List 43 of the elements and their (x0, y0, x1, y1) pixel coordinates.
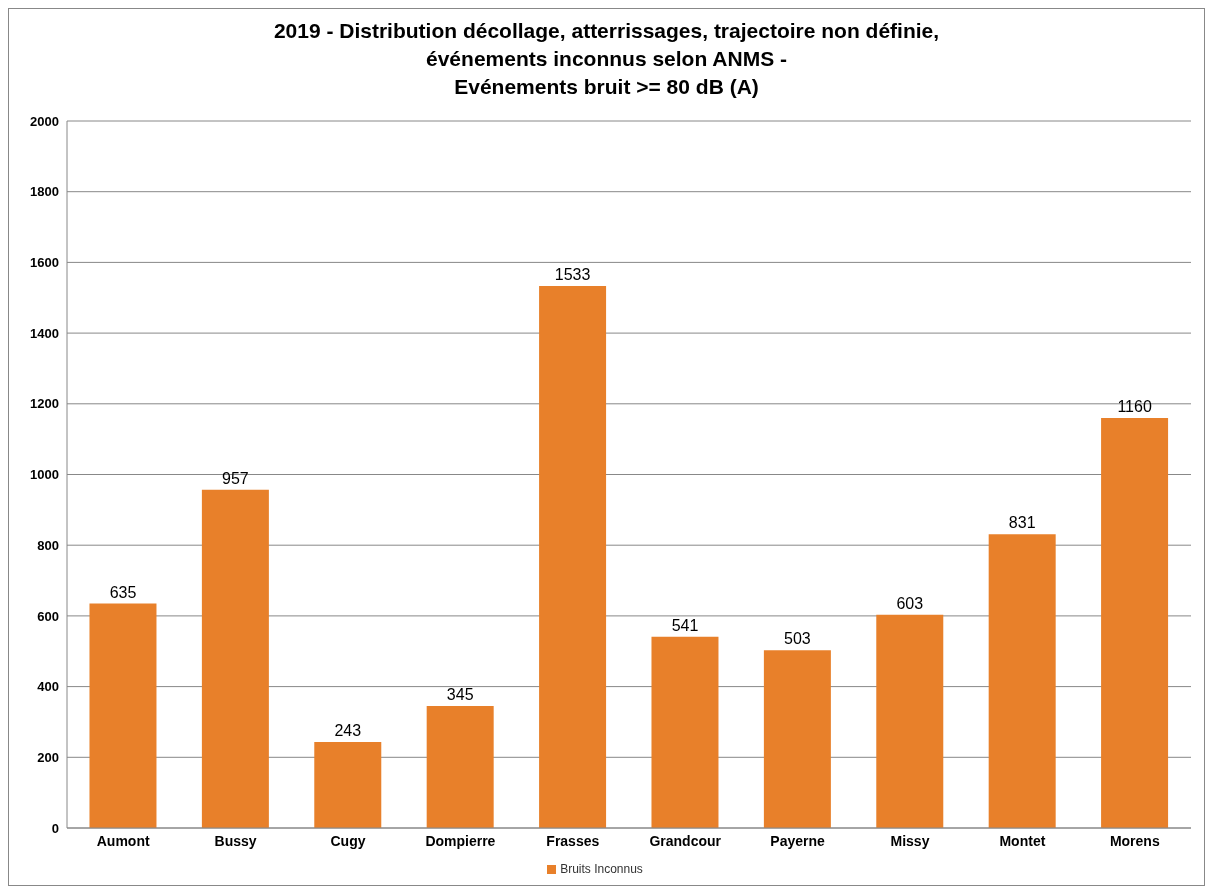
data-label: 345 (446, 686, 474, 704)
data-label: 603 (896, 594, 924, 612)
y-tick-label: 1200 (30, 396, 59, 412)
chart-title: 2019 - Distribution décollage, atterrissages, trajectoire non définie, événements inconnus selon ANMS - Evénements bruit >= 80 dB (A) (272, 18, 941, 100)
x-tick-label: Morens (1109, 832, 1160, 849)
bar (763, 650, 831, 828)
x-tick-label: Aumont (96, 832, 150, 849)
y-tick-label: 800 (37, 537, 59, 553)
x-tick-label: Bussy (214, 832, 257, 849)
y-tick-label: 1000 (30, 467, 59, 483)
data-label: 1160 (1117, 397, 1152, 415)
y-tick-label: 1600 (30, 255, 59, 271)
bar (314, 742, 382, 828)
y-tick-label: 400 (37, 679, 59, 695)
y-tick-label: 1400 (30, 325, 59, 341)
data-label: 503 (784, 630, 811, 648)
bar (539, 286, 607, 828)
bar (651, 636, 719, 828)
bar (89, 603, 157, 828)
legend-label: Bruits Inconnus (560, 862, 643, 876)
bar (426, 706, 494, 828)
x-tick-label: Payerne (770, 832, 826, 849)
y-tick-label: 0 (51, 820, 59, 836)
y-tick-label: 2000 (30, 113, 59, 129)
x-tick-label: Frasses (546, 832, 600, 849)
data-label: 243 (334, 722, 362, 740)
data-label: 541 (671, 616, 699, 634)
bar (1101, 417, 1169, 828)
x-tick-label: Grandcour (649, 832, 722, 849)
y-tick-label: 1800 (30, 184, 59, 200)
x-tick-label: Missy (890, 832, 930, 849)
data-label: 635 (109, 583, 137, 601)
y-tick-label: 600 (37, 608, 59, 624)
x-tick-label: Cugy (330, 832, 366, 849)
bar (876, 614, 944, 828)
y-tick-label: 200 (37, 749, 59, 765)
bar (201, 489, 269, 828)
data-label: 831 (1008, 514, 1036, 532)
bar (988, 534, 1056, 828)
data-label: 1533 (554, 266, 591, 284)
x-tick-label: Montet (999, 832, 1046, 849)
data-label: 957 (222, 469, 249, 487)
x-tick-label: Dompierre (425, 832, 496, 849)
